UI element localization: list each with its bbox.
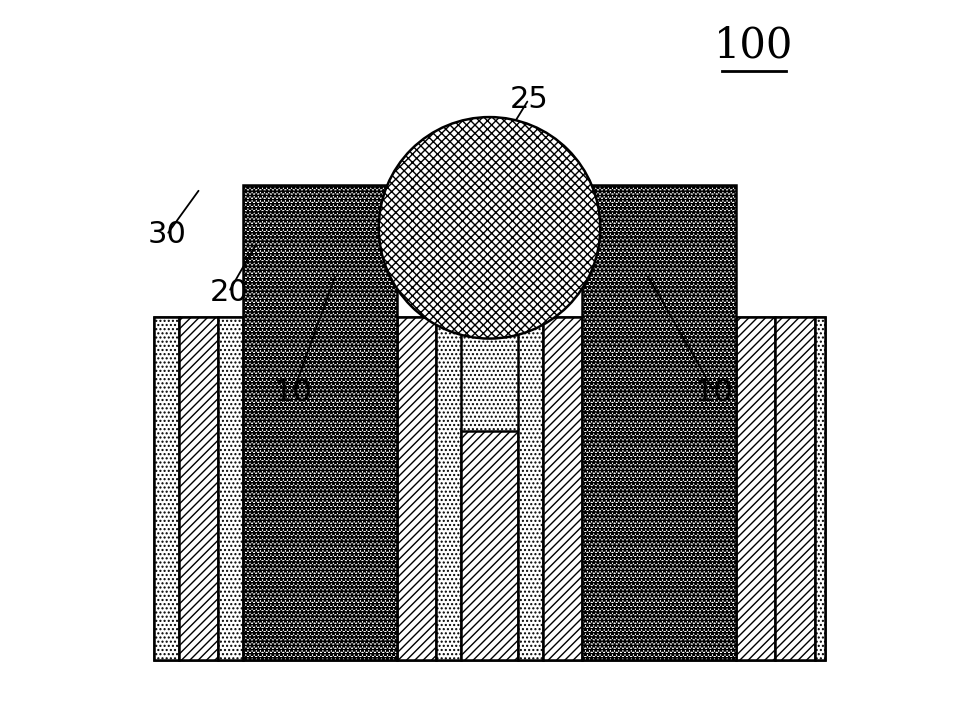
Text: 100: 100 — [713, 24, 793, 67]
Bar — [735, 317, 775, 660]
Bar — [218, 317, 243, 660]
Bar — [543, 317, 582, 660]
Bar — [582, 185, 735, 660]
Bar — [179, 317, 218, 660]
Bar — [154, 317, 824, 660]
Bar — [154, 317, 179, 660]
Bar — [396, 317, 435, 660]
Text: 30: 30 — [147, 220, 186, 249]
Bar — [517, 317, 543, 660]
Text: 25: 25 — [509, 85, 548, 114]
Text: 10: 10 — [694, 378, 734, 407]
Bar — [814, 317, 824, 660]
Text: 20: 20 — [209, 278, 247, 307]
Circle shape — [378, 117, 600, 338]
Bar — [775, 317, 814, 660]
Bar — [461, 431, 517, 660]
Bar — [243, 185, 396, 660]
Text: 10: 10 — [274, 378, 312, 407]
Bar — [435, 317, 461, 660]
